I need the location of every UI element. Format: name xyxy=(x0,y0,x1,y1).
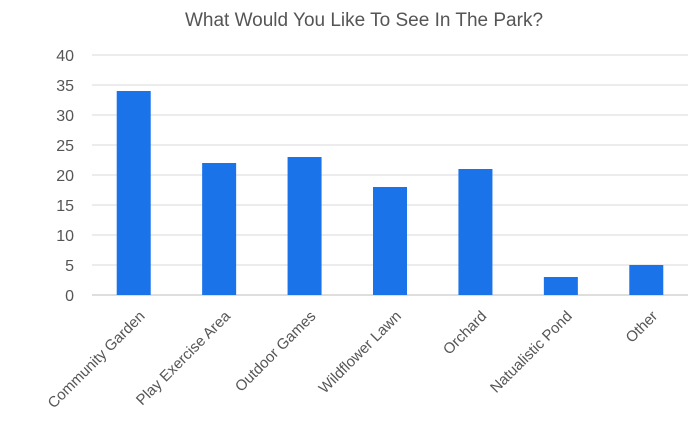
bar xyxy=(287,157,322,295)
bar xyxy=(629,265,664,295)
x-tick-label: Other xyxy=(623,308,662,347)
y-tick-label: 35 xyxy=(56,78,74,95)
x-tick-label: Outdoor Games xyxy=(232,308,319,395)
y-tick-label: 10 xyxy=(56,228,74,245)
y-tick-label: 0 xyxy=(65,288,74,305)
chart-title: What Would You Like To See In The Park? xyxy=(185,10,543,31)
y-tick-label: 5 xyxy=(65,258,74,275)
bar xyxy=(202,163,237,295)
x-tick-label: Natualistic Pond xyxy=(487,308,576,397)
y-tick-label: 25 xyxy=(56,138,74,155)
bar xyxy=(116,91,151,295)
bar xyxy=(458,169,493,295)
y-tick-label: 20 xyxy=(56,168,74,185)
bar xyxy=(373,187,407,295)
y-tick-label: 40 xyxy=(56,48,74,65)
gridlines xyxy=(92,54,688,296)
x-tick-label: Wildflower Lawn xyxy=(316,308,405,397)
bar xyxy=(543,277,578,295)
x-tick-label: Play Exercise Area xyxy=(133,307,235,409)
bars xyxy=(116,91,664,295)
y-tick-label: 15 xyxy=(56,198,74,215)
y-tick-label: 30 xyxy=(56,108,74,125)
y-axis-tick-labels: 0 5 10 15 20 25 30 35 40 xyxy=(56,48,74,305)
x-tick-label: Orchard xyxy=(440,308,490,358)
